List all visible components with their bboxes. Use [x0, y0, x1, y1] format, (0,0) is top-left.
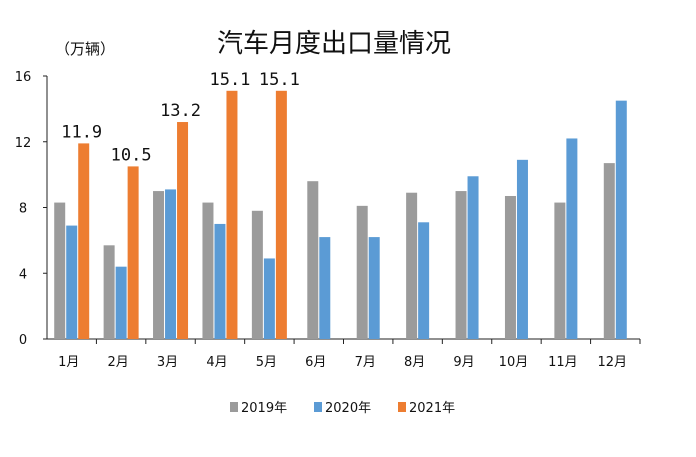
bar-data-label: 15.1: [209, 70, 250, 90]
bar: [406, 192, 418, 339]
bar-data-label: 11.9: [61, 122, 102, 142]
legend-label: 2020年: [325, 401, 371, 416]
bar: [177, 122, 189, 340]
y-tick-labels: 0 4 8 12 16: [15, 70, 47, 348]
bar-data-label: 10.5: [111, 145, 152, 165]
bar: [615, 100, 627, 339]
bar: [516, 159, 528, 339]
unit-label: （万辆）: [55, 40, 115, 58]
bar: [263, 258, 275, 339]
bar: [54, 202, 66, 339]
x-tick-label: 8月: [404, 355, 425, 370]
x-tick-label: 2月: [107, 355, 128, 370]
bar: [202, 202, 214, 339]
bar: [554, 202, 566, 339]
y-tick-label: 0: [19, 333, 27, 348]
x-tick-label: 12月: [598, 355, 628, 370]
y-tick-label: 12: [15, 136, 32, 151]
x-tick-label: 9月: [453, 355, 474, 370]
x-tick-label: 11月: [548, 355, 578, 370]
chart-title: 汽车月度出口量情况: [217, 29, 451, 59]
x-tick-label: 6月: [305, 355, 326, 370]
bar: [356, 205, 368, 339]
y-tick-label: 4: [19, 267, 27, 282]
bar: [368, 237, 380, 339]
x-tick-label: 5月: [256, 355, 277, 370]
legend-swatch: [230, 402, 238, 412]
legend-swatch: [314, 402, 322, 412]
y-tick-label: 8: [19, 202, 27, 217]
bar: [319, 237, 331, 339]
bar: [115, 266, 127, 339]
bar: [418, 222, 430, 339]
bar: [504, 195, 516, 339]
bar: [455, 191, 467, 339]
bar: [307, 181, 319, 339]
bar: [467, 176, 479, 339]
bar: [153, 191, 165, 339]
x-tick-label: 10月: [499, 355, 529, 370]
bar-data-label: 13.2: [160, 101, 201, 121]
bar: [66, 225, 78, 339]
bar: [275, 90, 287, 339]
legend-label: 2021年: [409, 401, 455, 416]
bar: [566, 138, 578, 339]
bar: [251, 210, 263, 339]
legend-label: 2019年: [241, 401, 287, 416]
x-tick-label: 3月: [157, 355, 178, 370]
x-tick-label: 4月: [206, 355, 227, 370]
bar: [214, 223, 226, 339]
bar-groups: [54, 90, 627, 340]
bar: [165, 189, 177, 339]
bar: [603, 163, 615, 339]
x-tick-labels: 1月 2月 3月 4月 5月 6月 7月 8月 9月 10月 11月 12月: [58, 339, 641, 370]
bar-data-label: 15.1: [259, 70, 300, 90]
x-tick-label: 1月: [58, 355, 79, 370]
legend: 2019年 2020年 2021年: [230, 401, 455, 416]
bar: [127, 166, 139, 339]
data-labels: 11.9 10.5 13.2 15.1 15.1: [61, 70, 300, 166]
bar: [226, 90, 238, 339]
y-tick-label: 16: [15, 70, 32, 85]
legend-swatch: [398, 402, 406, 412]
x-tick-label: 7月: [355, 355, 376, 370]
bar: [78, 143, 90, 339]
bar: [103, 245, 115, 339]
